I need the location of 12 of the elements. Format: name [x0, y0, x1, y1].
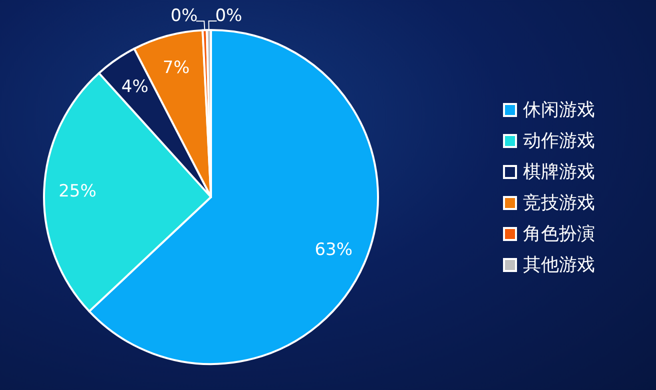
legend-label: 其他游戏: [523, 254, 595, 276]
data-label: 7%: [162, 58, 190, 78]
legend-label: 竞技游戏: [523, 192, 595, 214]
data-label: 0%: [215, 6, 242, 26]
legend-label: 棋牌游戏: [523, 162, 595, 182]
data-label: 25%: [58, 182, 96, 202]
legend-label: 动作游戏: [523, 130, 595, 152]
data-label: 0%: [170, 6, 198, 26]
legend-label: 角色扮演: [523, 224, 595, 244]
legend-label: 休闲游戏: [523, 100, 595, 120]
data-label: 4%: [121, 77, 148, 98]
data-label: 63%: [314, 240, 353, 260]
